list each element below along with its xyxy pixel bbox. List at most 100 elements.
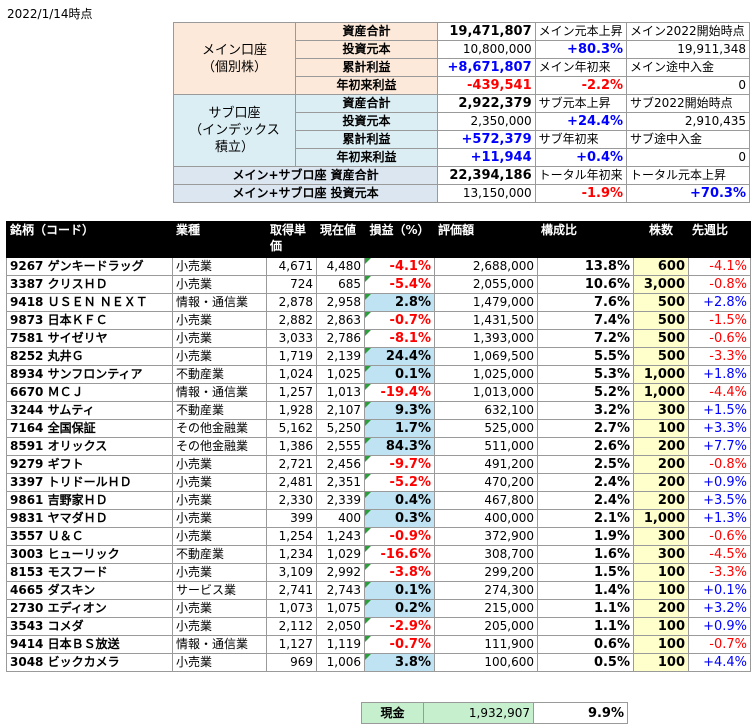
holding-row: 8934 サンフロンティア 不動産業 1,024 1,025 0.1% 1,025,000… [6, 365, 751, 384]
holding-row: 9831 ヤマダＨＤ 小売業 399 400 0.3% 400,000 2.1% 1,000 +… [6, 509, 751, 528]
holding-name: 6670 ＭＣＪ [6, 383, 173, 402]
holding-week: -4.4% [688, 383, 751, 402]
header-name: 銘柄（コード） [6, 221, 173, 258]
cash-value: 1,932,907 [423, 702, 534, 724]
holding-pl: 0.3% [364, 509, 435, 528]
holding-qty: 500 [633, 311, 689, 330]
holding-price: 1,075 [316, 599, 365, 618]
main_account-value: 19,471,807 [437, 22, 536, 41]
holding-sector: 情報・通信業 [172, 383, 267, 402]
holding-cost: 2,882 [266, 311, 317, 330]
holding-row: 9267 ゲンキードラッグ 小売業 4,671 4,480 -4.1% 2,688,000… [6, 257, 751, 276]
holding-row: 3387 クリスＨＤ 小売業 724 685 -5.4% 2,055,000 10.6% 3,… [6, 275, 751, 294]
header-price: 現在値 [316, 221, 365, 258]
holding-name: 3244 サムティ [6, 401, 173, 420]
total-value: 13,150,000 [437, 184, 536, 203]
holding-sector: 小売業 [172, 347, 267, 366]
holding-share: 10.6% [537, 275, 634, 294]
total-info1: -1.9% [534, 184, 628, 203]
main_account-info2: 0 [626, 76, 750, 95]
main_account-row: メイン口座 （個別株） 資産合計 19,471,807 メイン元本上昇 メイン2022開始… [173, 22, 750, 95]
sub_account-row: 投資元本 2,350,000 +24.4% 2,910,435 [174, 112, 750, 131]
holding-value: 1,025,000 [434, 365, 538, 384]
holding-sector: 小売業 [172, 311, 267, 330]
holding-row: 4665 ダスキン サービス業 2,741 2,743 0.1% 274,300 1.4% 1… [6, 581, 751, 600]
holding-week: +2.8% [688, 293, 751, 312]
holding-value: 2,688,000 [434, 257, 538, 276]
holding-row: 7164 全国保証 その他金融業 5,162 5,250 1.7% 525,000 2.7%… [6, 419, 751, 438]
holding-cost: 1,257 [266, 383, 317, 402]
holding-sector: 不動産業 [172, 545, 267, 564]
holding-row: 8591 オリックス その他金融業 1,386 2,555 84.3% 511,000 2.… [6, 437, 751, 456]
holding-value: 1,393,000 [434, 329, 538, 348]
holding-sector: 小売業 [172, 275, 267, 294]
holding-value: 111,900 [434, 635, 538, 654]
holding-week: -3.3% [688, 563, 751, 582]
holding-value: 274,300 [434, 581, 538, 600]
total-label: メイン+サブロ座 投資元本 [172, 184, 439, 203]
holding-qty: 100 [633, 563, 689, 582]
sub_account-info1: +24.4% [534, 112, 628, 131]
holding-pl: 24.4% [364, 347, 435, 366]
holding-share: 2.4% [537, 491, 634, 510]
holding-qty: 1,000 [633, 365, 689, 384]
holding-row: 6670 ＭＣＪ 情報・通信業 1,257 1,013 -19.4% 1,013,000 5… [6, 383, 751, 402]
holding-pl: -3.8% [364, 563, 435, 582]
holding-price: 400 [316, 509, 365, 528]
holding-week: -4.5% [688, 545, 751, 564]
main_account-info1: メイン年初来 [534, 58, 628, 77]
holding-row: 3397 トリドールＨＤ 小売業 2,481 2,351 -5.2% 470,200 2.4… [6, 473, 751, 492]
holding-name: 3003 ヒューリック [6, 545, 173, 564]
main_account-info1: -2.2% [534, 76, 628, 95]
holding-name: 3543 コメダ [6, 617, 173, 636]
holding-price: 2,456 [316, 455, 365, 474]
holding-price: 1,025 [316, 365, 365, 384]
holding-qty: 3,000 [633, 275, 689, 294]
holding-cost: 1,024 [266, 365, 317, 384]
holding-pl: -8.1% [364, 329, 435, 348]
holding-name: 9279 ギフト [6, 455, 173, 474]
holding-cost: 1,073 [266, 599, 317, 618]
holding-week: -4.1% [688, 257, 751, 276]
holding-cost: 2,721 [266, 455, 317, 474]
holding-share: 7.6% [537, 293, 634, 312]
main_account-value: +8,671,807 [437, 58, 536, 77]
holding-name: 8153 モスフード [6, 563, 173, 582]
holding-cost: 5,162 [266, 419, 317, 438]
holding-row: 9873 日本ＫＦＣ 小売業 2,882 2,863 -0.7% 1,431,500 7.4… [6, 311, 751, 330]
holding-row: 3543 コメダ 小売業 2,112 2,050 -2.9% 205,000 1.1% 100… [6, 617, 751, 636]
holding-row: 9418 ＵＳＥＮ ＮＥＸＴ 情報・通信業 2,878 2,958 2.8% 1,479,… [6, 293, 751, 312]
holding-share: 1.1% [537, 617, 634, 636]
holding-name: 2730 エディオン [6, 599, 173, 618]
holding-sector: 小売業 [172, 599, 267, 618]
sub_account-label: 投資元本 [294, 112, 439, 131]
holding-pl: 0.4% [364, 491, 435, 510]
holding-qty: 600 [633, 257, 689, 276]
sub_account-group-label: サブ口座 （インデックス 積立） [173, 94, 296, 167]
main_account-info1: メイン元本上昇 [534, 22, 628, 41]
holding-row: 3048 ビックカメラ 小売業 969 1,006 3.8% 100,600 0.5% 100… [6, 653, 751, 672]
main_account-label: 年初来利益 [294, 76, 439, 95]
main_account-label: 累計利益 [294, 58, 439, 77]
holding-row: 9414 日本ＢＳ放送 情報・通信業 1,127 1,119 -0.7% 111,900 0… [6, 635, 751, 654]
holding-value: 511,000 [434, 437, 538, 456]
holding-qty: 300 [633, 401, 689, 420]
holding-share: 7.4% [537, 311, 634, 330]
holding-pl: -0.7% [364, 635, 435, 654]
holding-price: 1,243 [316, 527, 365, 546]
holding-value: 1,431,500 [434, 311, 538, 330]
holding-pl: -0.9% [364, 527, 435, 546]
holding-value: 470,200 [434, 473, 538, 492]
holding-week: -3.3% [688, 347, 751, 366]
holding-sector: 小売業 [172, 491, 267, 510]
holding-qty: 500 [633, 347, 689, 366]
holding-share: 1.5% [537, 563, 634, 582]
holding-share: 5.2% [537, 383, 634, 402]
holding-week: -0.6% [688, 527, 751, 546]
holding-week: -1.5% [688, 311, 751, 330]
holding-sector: 小売業 [172, 509, 267, 528]
sub_account-info2: 2,910,435 [626, 112, 750, 131]
holding-cost: 2,112 [266, 617, 317, 636]
holding-qty: 200 [633, 455, 689, 474]
holding-price: 1,119 [316, 635, 365, 654]
